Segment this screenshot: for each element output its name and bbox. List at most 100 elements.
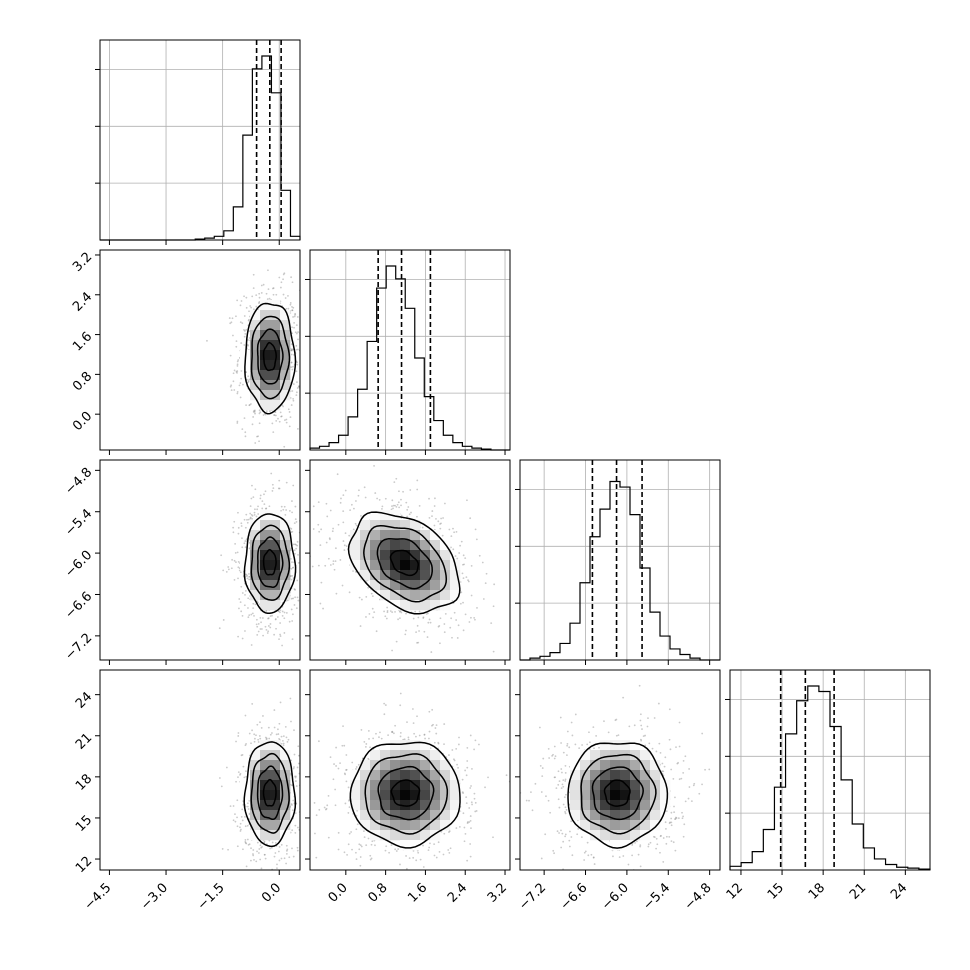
sample-point — [343, 772, 346, 775]
sample-point — [492, 836, 494, 839]
density-cell — [280, 810, 291, 821]
sample-point — [289, 697, 292, 700]
sample-point — [355, 768, 357, 770]
sample-point — [461, 791, 464, 794]
sample-point — [328, 537, 331, 540]
sample-point — [341, 584, 344, 587]
sample-point — [241, 592, 244, 594]
density-cell — [260, 310, 271, 321]
sample-point — [396, 503, 399, 506]
sample-point — [452, 548, 455, 551]
sample-point — [448, 528, 451, 531]
sample-point — [303, 334, 305, 336]
sample-point — [267, 617, 269, 620]
density-cell — [400, 800, 411, 811]
density-cell — [450, 580, 461, 591]
sample-point — [276, 863, 278, 866]
sample-point — [279, 635, 282, 638]
sample-point — [287, 294, 289, 297]
sample-point — [456, 637, 459, 639]
density-cell — [440, 560, 451, 571]
sample-point — [452, 527, 454, 530]
sample-point — [434, 497, 436, 500]
sample-point — [222, 569, 225, 572]
sample-point — [466, 822, 469, 825]
sample-point — [233, 369, 236, 372]
density-cell — [390, 830, 401, 841]
sample-point — [259, 721, 261, 724]
sample-point — [282, 739, 284, 742]
sample-point — [418, 734, 421, 737]
sample-point — [292, 799, 295, 802]
sample-point — [252, 607, 255, 610]
sample-point — [478, 554, 481, 557]
sample-point — [244, 841, 247, 844]
sample-point — [285, 421, 288, 424]
sample-point — [245, 538, 248, 541]
sample-point — [301, 577, 303, 579]
sample-point — [462, 629, 465, 632]
sample-point — [245, 770, 247, 773]
sample-point — [283, 611, 286, 614]
sample-point — [342, 494, 345, 497]
sample-point — [399, 863, 401, 866]
sample-point — [250, 513, 253, 516]
sample-point — [243, 295, 245, 298]
sample-point — [391, 611, 394, 614]
density-cell — [250, 540, 261, 551]
density-cell — [390, 590, 401, 601]
sample-point — [250, 497, 253, 500]
sample-point — [315, 814, 318, 817]
density-cell — [280, 360, 291, 371]
sample-point — [275, 627, 277, 630]
sample-point — [278, 487, 281, 490]
sample-point — [469, 787, 472, 789]
density-cell — [420, 740, 431, 751]
sample-point — [566, 742, 569, 745]
sample-point — [297, 561, 300, 564]
sample-point — [317, 564, 320, 567]
sample-point — [373, 464, 375, 467]
sample-point — [306, 363, 308, 365]
sample-point — [466, 746, 469, 749]
density-panel-3-4 — [515, 669, 721, 875]
sample-point — [427, 849, 430, 852]
sample-point — [279, 701, 282, 704]
sample-point — [418, 874, 420, 876]
sample-point — [254, 442, 257, 444]
sample-point — [437, 841, 440, 844]
sample-point — [294, 780, 297, 782]
sample-point — [285, 612, 288, 614]
density-cell — [370, 790, 381, 801]
sample-point — [443, 502, 446, 505]
sample-point — [333, 763, 335, 765]
density-cell — [360, 550, 371, 561]
sample-point — [286, 848, 289, 851]
sample-point — [342, 521, 345, 524]
sample-point — [397, 848, 400, 850]
sample-point — [229, 805, 232, 808]
density-cell — [250, 520, 261, 531]
sample-point — [248, 318, 250, 321]
sample-point — [239, 382, 242, 384]
sample-point — [304, 358, 306, 360]
sample-point — [473, 792, 476, 795]
density-cell — [250, 360, 261, 371]
sample-point — [368, 613, 371, 615]
sample-point — [475, 810, 478, 812]
sample-point — [231, 558, 234, 561]
density-cell — [400, 780, 411, 791]
sample-point — [251, 703, 254, 705]
sample-point — [400, 514, 403, 517]
density-cell — [270, 820, 281, 831]
density-cell — [260, 300, 271, 311]
sample-point — [244, 593, 246, 596]
sample-point — [291, 638, 294, 641]
sample-point — [282, 405, 284, 408]
density-cell — [280, 560, 291, 571]
sample-point — [232, 372, 235, 375]
sample-point — [272, 293, 275, 296]
sample-point — [684, 755, 687, 758]
density-cell — [280, 800, 291, 811]
sample-point — [302, 792, 304, 794]
